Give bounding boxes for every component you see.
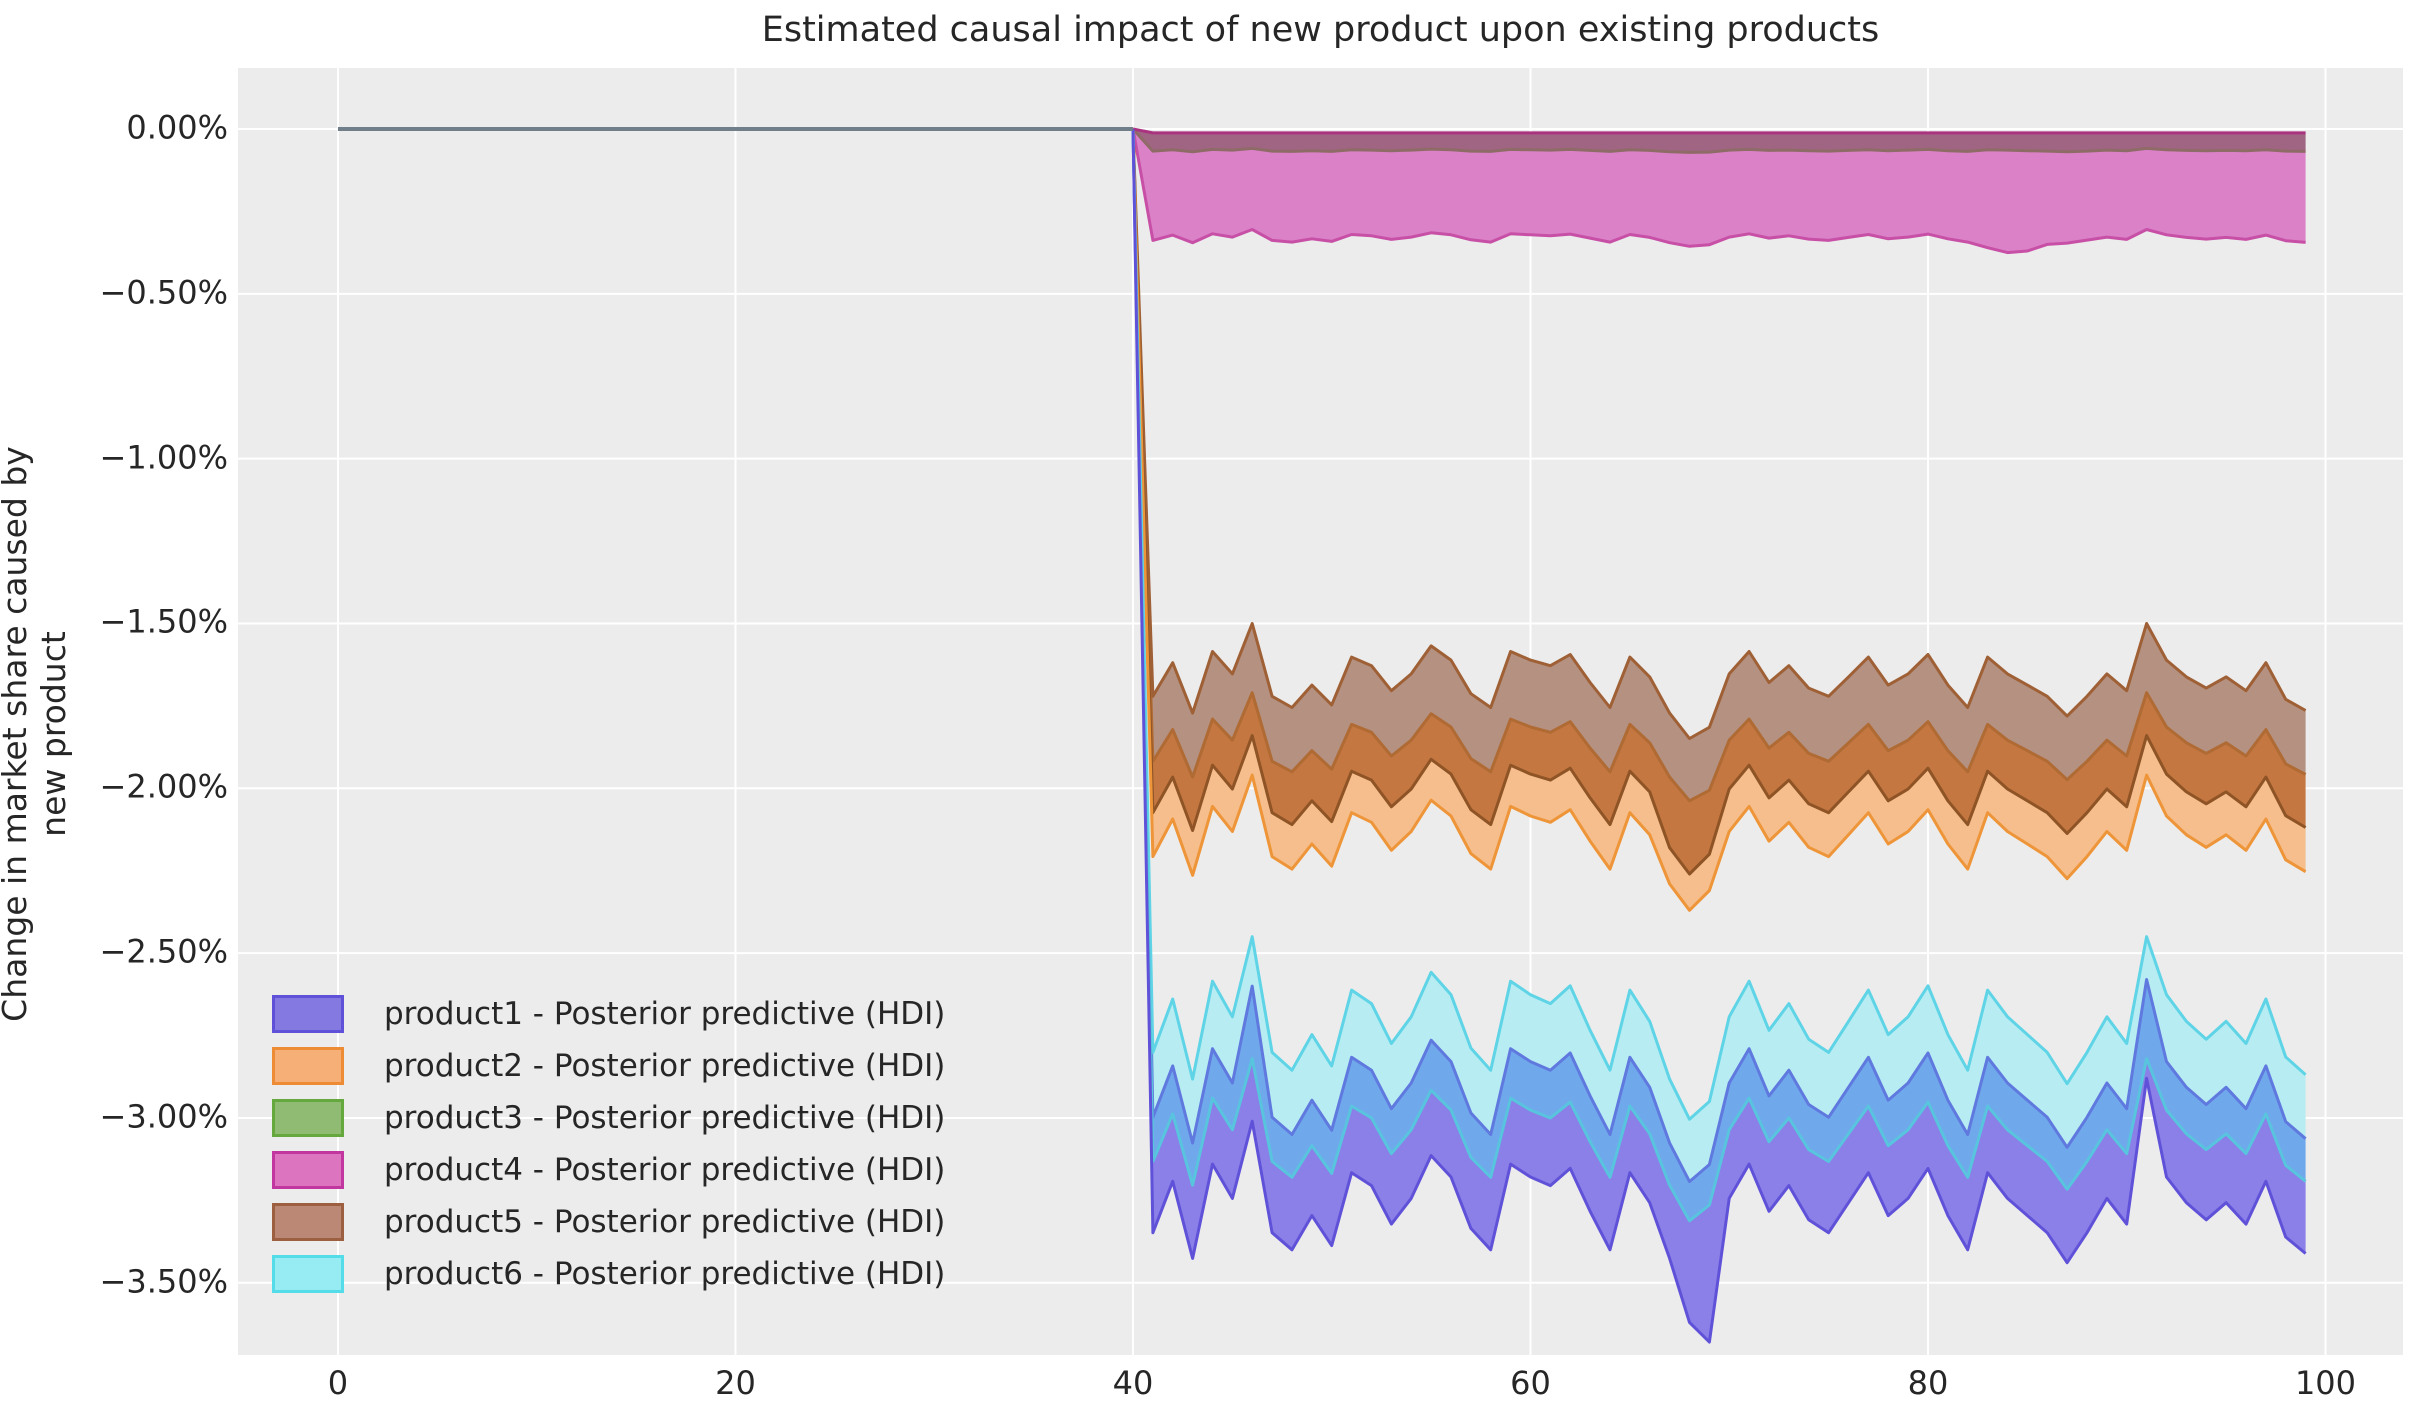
brown_bot-edge-line — [1131, 128, 2307, 876]
legend-swatch-icon — [272, 1151, 344, 1189]
legend-swatch-icon — [272, 995, 344, 1033]
legend-entry: product5 - Posterior predictive (HDI) — [272, 1196, 945, 1248]
product4-band — [1133, 129, 2306, 253]
legend-entry: product1 - Posterior predictive (HDI) — [272, 988, 945, 1040]
orange_bot-edge-line — [1131, 128, 2307, 912]
purple_top-edge-line — [1131, 128, 2307, 1184]
y-tick-label: −3.00% — [99, 1097, 228, 1136]
x-tick-label: 80 — [1907, 1364, 1949, 1402]
green_bot-edge-line — [1131, 127, 2306, 154]
x-tick-label: 0 — [327, 1364, 349, 1402]
x-tick-label: 60 — [1510, 1364, 1551, 1402]
legend-swatch-icon — [272, 1047, 344, 1085]
brown_top-edge-line — [1131, 128, 2307, 740]
legend-entry: product2 - Posterior predictive (HDI) — [272, 1040, 945, 1092]
chart-title: Estimated causal impact of new product u… — [761, 10, 1880, 50]
product6-band — [1133, 129, 2306, 1182]
legend-label: product4 - Posterior predictive (HDI) — [384, 1152, 946, 1188]
x-tick-label: 20 — [715, 1364, 756, 1402]
x-tick-label: 40 — [1112, 1364, 1154, 1402]
legend-label: product1 - Posterior predictive (HDI) — [384, 996, 946, 1032]
legend-swatch-icon — [272, 1203, 344, 1241]
legend-label: product5 - Posterior predictive (HDI) — [384, 1204, 946, 1240]
x-tick-label: 100 — [2294, 1364, 2357, 1402]
orange_top-edge-line — [1131, 128, 2307, 803]
legend-label: product2 - Posterior predictive (HDI) — [384, 1048, 946, 1084]
y-tick-label: −3.50% — [99, 1262, 228, 1301]
legend-entry: product6 - Posterior predictive (HDI) — [272, 1248, 945, 1300]
y-tick-label: −1.50% — [99, 602, 228, 641]
y-tick-label: −2.00% — [99, 767, 228, 806]
y-tick-label: −0.50% — [99, 273, 228, 312]
product3-product4-overlap-band — [1133, 129, 2306, 153]
pink_top-edge-line — [1132, 127, 2306, 135]
cyan_bot-edge-line — [1131, 128, 2307, 1223]
cyan_top-edge-line — [1131, 128, 2307, 1121]
legend-label: product6 - Posterior predictive (HDI) — [384, 1256, 946, 1292]
product5-band — [1133, 129, 2306, 801]
y-tick-label: −2.50% — [99, 932, 228, 971]
y-tick-label: 0.00% — [126, 108, 228, 147]
legend-label: product3 - Posterior predictive (HDI) — [384, 1100, 946, 1136]
pink_bot-edge-line — [1131, 128, 2306, 255]
product6-product1-overlap-band — [1133, 129, 2306, 1221]
purple_bot-edge-line — [1131, 128, 2307, 1344]
product2-band — [1133, 129, 2306, 911]
legend-swatch-icon — [272, 1255, 344, 1293]
legend: product1 - Posterior predictive (HDI) pro… — [272, 988, 945, 1300]
legend-entry: product3 - Posterior predictive (HDI) — [272, 1092, 945, 1144]
legend-entry: product4 - Posterior predictive (HDI) — [272, 1144, 945, 1196]
y-tick-label: −1.00% — [99, 438, 228, 477]
legend-swatch-icon — [272, 1099, 344, 1137]
